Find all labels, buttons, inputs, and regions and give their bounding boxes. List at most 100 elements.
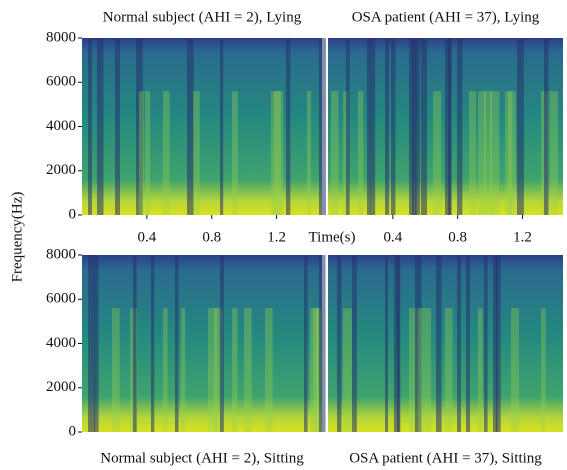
spectrogram-texture [337, 255, 342, 432]
spectrogram-texture [478, 308, 483, 432]
spectrogram-texture [457, 38, 463, 215]
spectrogram-texture [505, 91, 513, 215]
spectrogram-texture [541, 308, 546, 432]
spectrogram-texture [145, 91, 151, 215]
spectrogram-texture [478, 91, 486, 215]
spectrogram-texture [490, 91, 500, 215]
spectrogram [328, 255, 563, 432]
spectrogram-texture [88, 255, 95, 432]
x-axis-label: Time(s) [309, 229, 356, 245]
spectrogram-texture [88, 38, 92, 215]
y-tick-label: 8000 [46, 246, 76, 262]
spectrogram-texture [232, 91, 238, 215]
spectrogram-texture [187, 38, 194, 215]
spectrogram-texture [112, 308, 120, 432]
spectrogram-texture [319, 255, 326, 432]
spectrogram-texture [352, 255, 357, 432]
spectrogram-texture [181, 308, 186, 432]
spectrogram-texture [343, 308, 352, 432]
spectrogram-texture [136, 38, 143, 215]
y-tick-label: 0 [69, 206, 77, 222]
spectrogram-texture [193, 91, 200, 215]
x-tick-label: 0.4 [383, 229, 402, 245]
spectrogram-texture [550, 91, 558, 215]
spectrogram-texture [421, 38, 428, 215]
spectrogram-texture [307, 91, 312, 215]
spectrogram-texture [469, 91, 477, 215]
spectrogram-texture [97, 38, 104, 215]
spectrogram-texture [208, 308, 218, 432]
spectrogram-texture [367, 38, 371, 215]
spectrogram-texture [274, 91, 284, 215]
spectrogram-texture [385, 255, 389, 432]
spectrogram-texture [508, 91, 516, 215]
y-tick-label: 2000 [46, 162, 76, 178]
panel-title: OSA patient (AHI = 37), Lying [352, 9, 540, 25]
spectrogram-texture [163, 91, 170, 215]
spectrogram-texture [331, 91, 339, 215]
y-tick-label: 0 [69, 423, 77, 439]
spectrogram [82, 255, 322, 432]
panel-title: Normal subject (AHI = 2), Lying [103, 9, 302, 25]
spectrogram-texture [220, 38, 224, 215]
spectrogram-texture [412, 38, 417, 215]
x-tick-label: 0.4 [137, 229, 156, 245]
spectrogram-texture [358, 91, 364, 215]
y-tick-label: 6000 [46, 74, 76, 90]
spectrogram-texture [466, 255, 471, 432]
spectrogram-texture [304, 255, 308, 432]
panel-title: Normal subject (AHI = 2), Sitting [100, 450, 304, 466]
spectrogram-texture [133, 255, 137, 432]
spectrogram-texture [433, 91, 442, 215]
spectrogram-texture [265, 308, 273, 432]
spectrogram-texture [319, 38, 326, 215]
spectrogram-texture [244, 308, 252, 432]
spectrogram-texture [511, 308, 520, 432]
spectrogram-texture [415, 255, 422, 432]
spectrogram-texture [232, 308, 238, 432]
spectrogram-texture [313, 308, 320, 432]
spectrogram-texture [409, 308, 419, 432]
spectrogram-texture [394, 255, 400, 432]
spectrogram-texture [427, 308, 432, 432]
y-tick-label: 2000 [46, 379, 76, 395]
x-tick-label: 1.2 [513, 229, 532, 245]
spectrogram [82, 38, 322, 215]
x-tick-label: 0.8 [202, 229, 221, 245]
y-tick-label: 4000 [46, 118, 76, 134]
spectrogram-texture [163, 308, 168, 432]
spectrogram-texture [415, 38, 420, 215]
spectrogram-texture [493, 255, 498, 432]
spectrogram-texture [391, 38, 396, 215]
spectrogram-texture [220, 255, 224, 432]
spectrogram-texture [343, 91, 349, 215]
spectrogram-texture [409, 38, 415, 215]
spectrogram-texture [310, 308, 319, 432]
spectrogram-texture [346, 38, 350, 215]
spectrogram-texture [544, 38, 549, 215]
spectrogram-texture [448, 38, 452, 215]
panel-title: OSA patient (AHI = 37), Sitting [349, 450, 542, 466]
x-tick-label: 0.8 [448, 229, 467, 245]
spectrogram-texture [517, 38, 524, 215]
spectrogram-texture [484, 255, 488, 432]
spectrogram-texture [214, 308, 223, 432]
y-tick-label: 4000 [46, 335, 76, 351]
spectrogram-texture [151, 255, 155, 432]
spectrogram-texture [436, 255, 442, 432]
spectrogram-texture [370, 38, 376, 215]
spectrogram-texture [286, 38, 291, 215]
spectrogram-texture [484, 91, 493, 215]
spectrogram-texture [385, 38, 390, 215]
spectrogram-texture [397, 255, 401, 432]
x-tick-label: 1.2 [267, 229, 286, 245]
spectrogram-texture [175, 255, 179, 432]
spectrogram-texture [418, 308, 428, 432]
y-tick-label: 8000 [46, 29, 76, 45]
y-axis-label: Frequency(Hz) [9, 192, 25, 283]
spectrogram-texture [139, 91, 144, 215]
spectrogram-texture [445, 308, 453, 432]
y-tick-label: 6000 [46, 291, 76, 307]
spectrogram-texture [457, 255, 461, 432]
